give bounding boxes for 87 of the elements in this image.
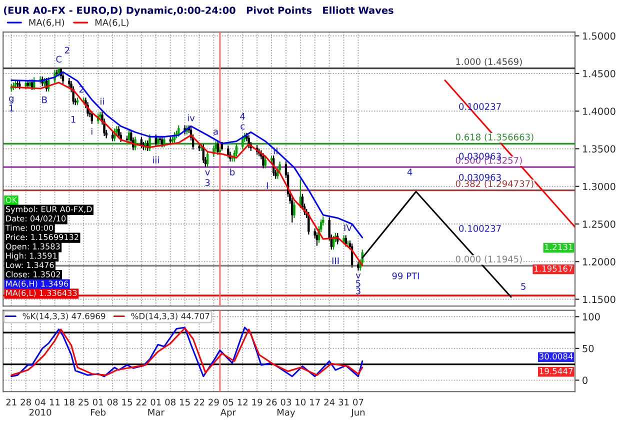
annotation: 19.5447 bbox=[540, 368, 573, 374]
annotation: 1.2131 bbox=[545, 244, 573, 250]
annotation: 3 bbox=[356, 288, 360, 294]
annotation: 30.0084 bbox=[539, 353, 573, 360]
annotation: OK bbox=[6, 196, 18, 203]
y-tick-label: 1.4500 bbox=[583, 70, 616, 78]
x-tick-label: 15 bbox=[122, 398, 132, 406]
annotation: 2 bbox=[79, 86, 84, 93]
ref-line-label: 0.000 (1.1945) bbox=[456, 256, 522, 264]
annotation: 5 bbox=[521, 283, 526, 290]
ref-line-label: 1.000 (1.4569) bbox=[456, 58, 522, 66]
x-tick-label: 17 bbox=[310, 398, 320, 406]
annotation: I bbox=[266, 182, 268, 189]
annotation: g bbox=[9, 96, 14, 104]
annotation: i bbox=[91, 128, 92, 135]
x-tick-label: 25 bbox=[78, 398, 89, 406]
annotation: Date: 04/02/10 bbox=[6, 215, 66, 222]
y-tick-label: 0 bbox=[582, 376, 588, 384]
annotation: v bbox=[356, 273, 361, 278]
annotation: iv bbox=[188, 114, 195, 122]
annotation: 3 bbox=[205, 179, 210, 186]
x-tick-label: 22 bbox=[194, 398, 204, 406]
x-tick-label: 10 bbox=[296, 398, 306, 406]
x-tick-label: 08 bbox=[107, 398, 118, 406]
annotation: iii bbox=[152, 156, 159, 164]
x-tick-label: 28 bbox=[20, 398, 31, 406]
annotation: 1 bbox=[10, 104, 14, 112]
annotation: Open: 1.3583 bbox=[6, 243, 60, 252]
annotation: III bbox=[332, 258, 339, 264]
x-tick-label: 08 bbox=[165, 398, 176, 406]
annotation: ii bbox=[100, 98, 104, 105]
y-tick-label: 1.5000 bbox=[583, 32, 616, 40]
chart-title: (EUR A0-FX - EURO,D) Dynamic,0:00-24:00 Pivot Points Elliott Waves bbox=[4, 6, 394, 16]
ref-line-label: 0.382 (1.294737) bbox=[456, 180, 534, 188]
annotation: c bbox=[240, 124, 245, 130]
annotation: 0.100237 bbox=[459, 225, 501, 232]
x-tick-label: 12 bbox=[238, 398, 248, 406]
annotation: 99 PTI bbox=[392, 272, 419, 280]
annotation: Time: 00:00 bbox=[5, 224, 54, 231]
annotation: 1 bbox=[71, 116, 76, 123]
y-tick-label: 1.3500 bbox=[583, 145, 616, 153]
x-tick-label: 19 bbox=[252, 398, 262, 406]
annotation: C bbox=[56, 56, 62, 63]
x-tick-label: 05 Apr bbox=[220, 398, 236, 418]
x-tick-label: 01 Feb bbox=[90, 398, 106, 416]
x-tick-label: 07 Jun bbox=[350, 398, 365, 418]
y-tick-label: 100 bbox=[583, 313, 600, 320]
y-tick-label: 1.2000 bbox=[583, 258, 616, 266]
y-tick-label: 1.1500 bbox=[583, 296, 616, 304]
x-tick-label: 26 bbox=[266, 398, 277, 406]
legend-label: MA(6,H) bbox=[29, 18, 64, 27]
annotation: MA(6,L) 1.336433 bbox=[6, 290, 77, 297]
annotation: High: 1.3591 bbox=[6, 252, 57, 260]
x-tick-label: 31 bbox=[338, 398, 349, 406]
annotation: 5 bbox=[356, 280, 360, 287]
x-tick-label: 24 bbox=[324, 398, 335, 406]
annotation: 4 bbox=[240, 113, 245, 120]
x-tick-label: 03 May bbox=[278, 398, 296, 418]
annotation: v bbox=[205, 170, 210, 176]
x-tick-label: 21 bbox=[6, 398, 16, 406]
annotation: Symbol: EUR A0-FX,D bbox=[6, 206, 92, 214]
y-tick-label: 1.3000 bbox=[583, 182, 616, 190]
ref-line-label: 0.618 (1.356663) bbox=[456, 133, 534, 142]
x-tick-label: 15 bbox=[180, 398, 190, 406]
annotation: 2 bbox=[64, 46, 70, 54]
y-tick-label: 1.4000 bbox=[583, 108, 616, 115]
x-tick-label: 18 bbox=[64, 398, 74, 406]
annotation: 1.195167 bbox=[534, 265, 573, 272]
legend-label: MA(6,L) bbox=[95, 18, 128, 27]
annotation: a bbox=[214, 130, 218, 135]
annotation: Low: 1.3476 bbox=[6, 262, 54, 268]
y-tick-label: 1.2500 bbox=[583, 220, 616, 228]
annotation: Price: 1.15699132 bbox=[6, 234, 78, 240]
annotation: MA(6,H) 1.3496 bbox=[6, 280, 68, 288]
y-tick-label: 50 bbox=[582, 344, 594, 352]
legend-label: %D(14,3,3) 44.707 bbox=[131, 312, 210, 320]
x-tick-label: 22 bbox=[136, 398, 146, 406]
annotation: IV bbox=[344, 224, 352, 231]
annotation: b bbox=[230, 168, 235, 176]
annotation: Close: 1.3502 bbox=[6, 271, 60, 278]
annotation: 4 bbox=[407, 168, 412, 176]
x-tick-label: 29 bbox=[208, 398, 219, 406]
legend-label: %K(14,3,3) 47.6969 bbox=[22, 312, 106, 320]
annotation: B bbox=[42, 96, 47, 104]
x-tick-label: 01 Mar bbox=[148, 398, 164, 416]
x-tick-label: 11 bbox=[50, 398, 60, 406]
annotation: 0.030963 bbox=[459, 174, 501, 181]
